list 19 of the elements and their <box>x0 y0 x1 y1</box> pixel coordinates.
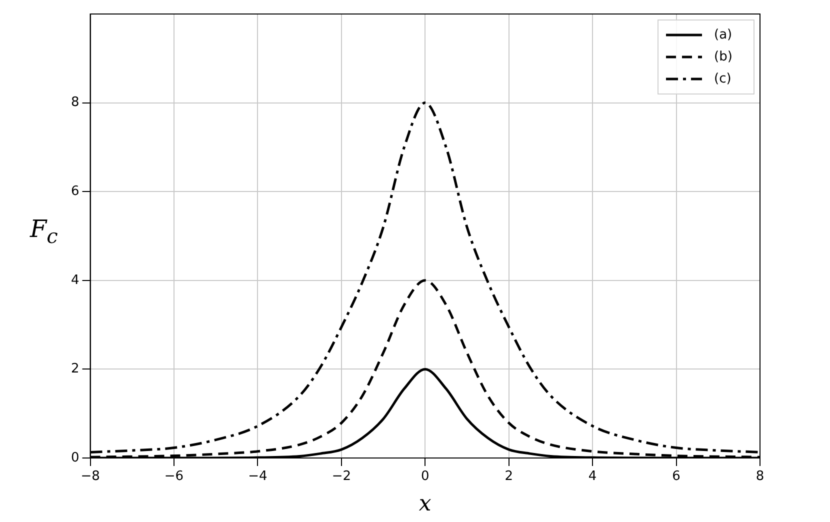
legend-label: (c) <box>714 71 732 86</box>
x-axis-title: x <box>418 492 432 517</box>
x-tick-label: −6 <box>164 469 184 484</box>
x-tick-label: 6 <box>672 469 680 484</box>
x-tick-label: 0 <box>420 469 430 484</box>
y-tick-label: 0 <box>70 450 80 466</box>
y-tick-label: 8 <box>70 95 80 110</box>
y-axis-title: F$_{c}$ <box>30 215 58 248</box>
y-tick-label: 2 <box>70 362 80 377</box>
x-tick-label: 2 <box>504 469 513 484</box>
y-tick-label: 6 <box>70 184 80 199</box>
x-tick-label: 8 <box>756 469 764 484</box>
x-tick-label: 4 <box>588 469 597 484</box>
x-tick-label: −4 <box>248 469 268 484</box>
x-tick-label: −8 <box>80 469 100 484</box>
legend-label: (a) <box>714 27 732 42</box>
x-tick-label: −2 <box>332 469 352 484</box>
legend-label: (b) <box>714 49 732 64</box>
y-tick-label: 4 <box>70 272 80 288</box>
